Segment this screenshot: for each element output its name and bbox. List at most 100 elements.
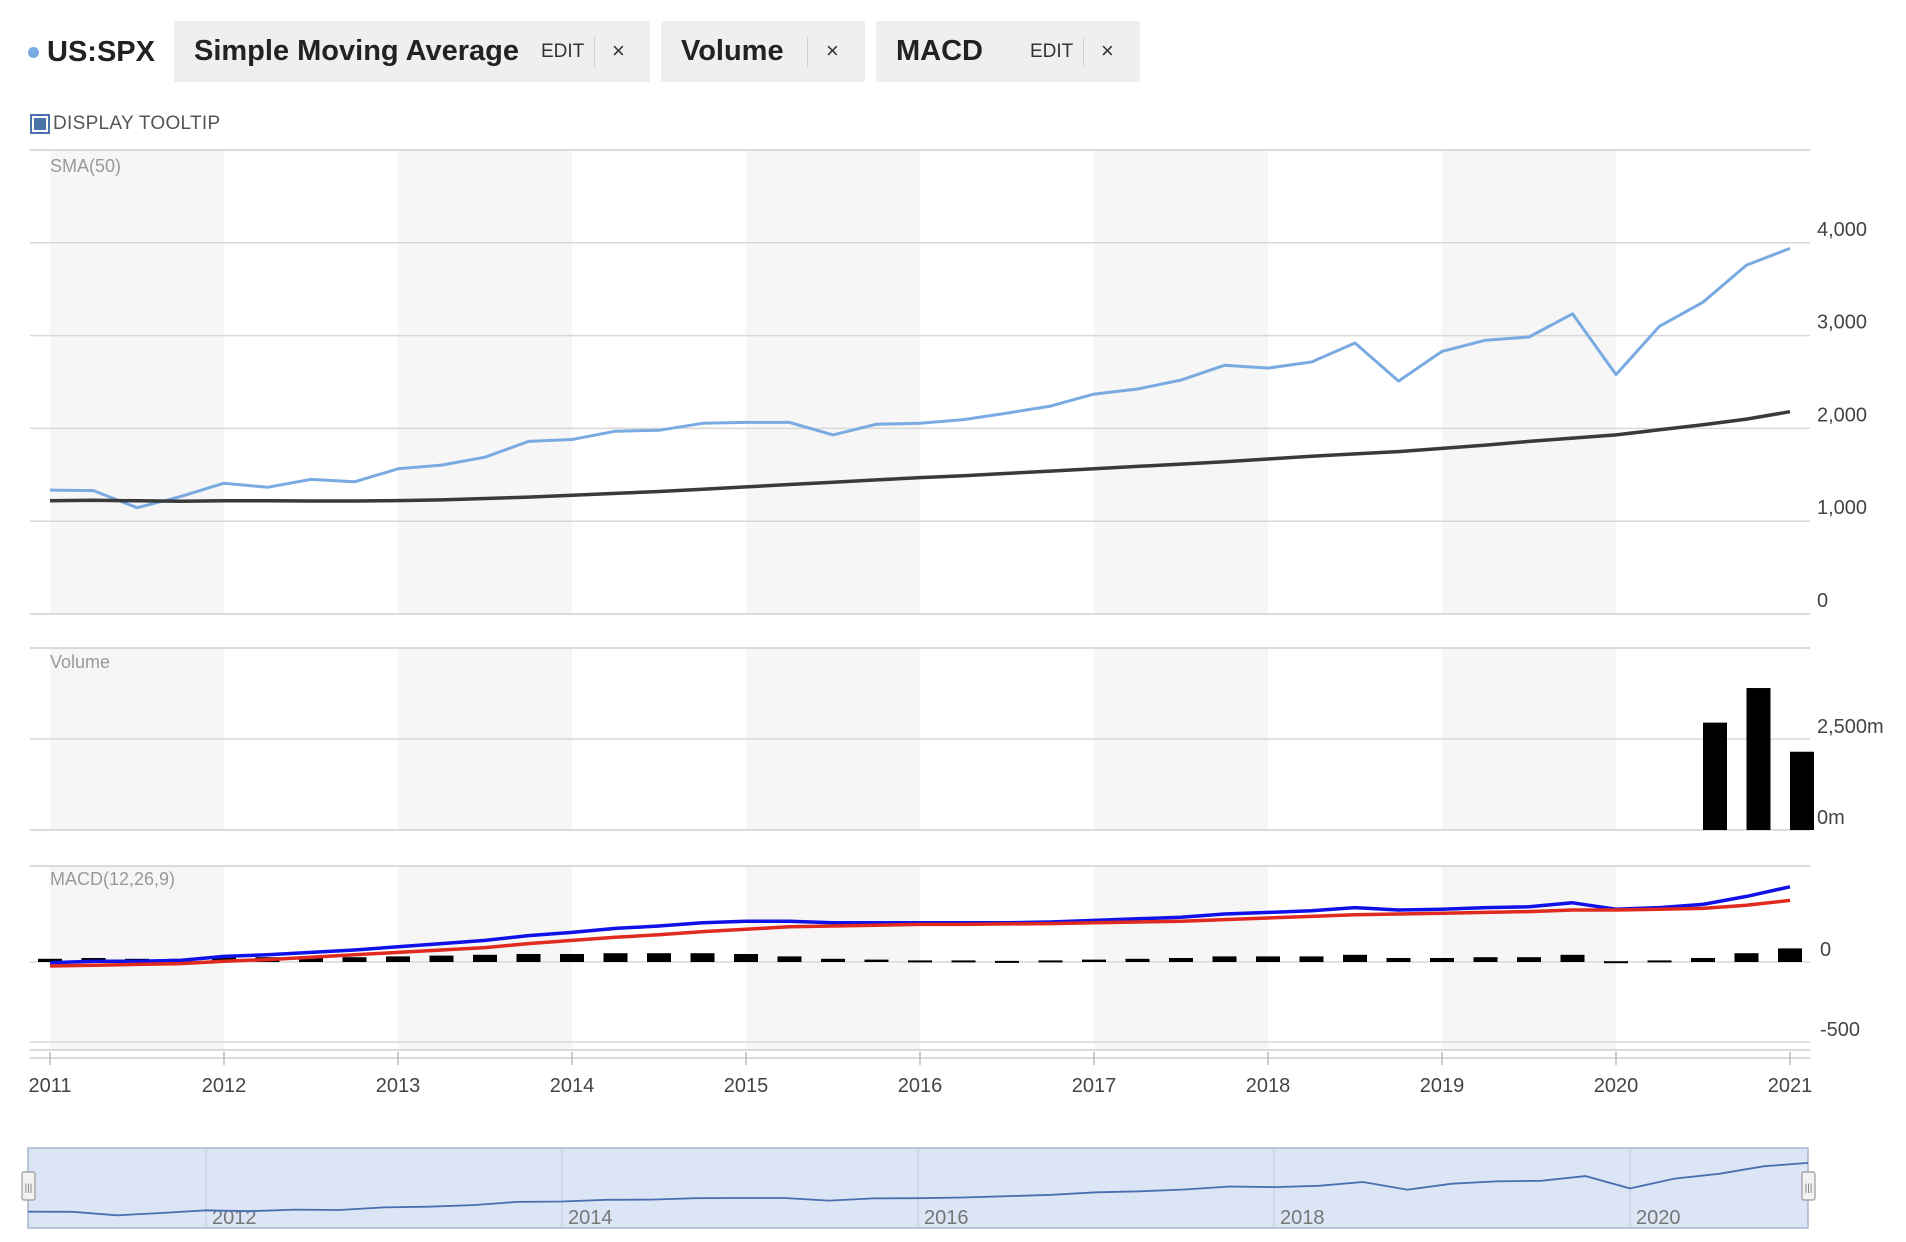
histogram-bar [386,956,410,962]
y-tick-label: 2,500m [1817,716,1884,738]
histogram-bar [1778,948,1802,962]
divider [594,37,595,67]
histogram-bar [690,953,715,962]
x-tick-label: 2017 [1072,1075,1117,1097]
y-tick-label: 4,000 [1817,219,1867,241]
y-tick-label: 0m [1817,807,1845,829]
series-dot-icon [28,47,39,58]
histogram-bar [429,955,454,962]
x-tick-label: 2020 [1594,1075,1639,1097]
year-band [746,866,920,1050]
histogram-bar [647,953,671,962]
sma-line [49,409,1791,503]
volume-y-axis: 0m 2,500m [1817,716,1884,829]
navigator-label: 2012 [212,1207,257,1229]
close-icon[interactable]: × [1101,38,1114,63]
histogram-bar [1299,956,1324,962]
histogram-bar [908,960,932,963]
histogram-bar [951,960,976,963]
x-tick-label: 2019 [1420,1075,1465,1097]
navigator-label: 2014 [568,1207,613,1229]
navigator-label: 2016 [924,1207,969,1229]
close-icon[interactable]: × [826,38,839,63]
histogram-bar [473,954,497,962]
year-band [398,150,572,614]
histogram-bar [1082,959,1106,962]
volume-bar [1703,722,1727,830]
x-tick-label: 2021 [1768,1075,1813,1097]
signal-line [49,898,1791,968]
macd-y-axis: -500 0 [1820,939,1860,1041]
grip-icon: ||| [1805,1183,1813,1194]
x-tick-label: 2014 [550,1075,595,1097]
year-band [1094,150,1268,614]
histogram-bar [1430,958,1454,962]
volume-bar [1746,688,1771,830]
x-tick-label: 2013 [376,1075,421,1097]
price-pane [49,246,1791,510]
grip-icon: ||| [25,1183,33,1194]
histogram-bar [1560,954,1585,962]
histogram-bar [1125,958,1150,962]
volume-bar [1790,751,1814,830]
histogram-bar [1038,960,1063,963]
navigator-label: 2018 [1280,1207,1325,1229]
histogram-bar [516,954,541,962]
x-axis: 2011 2012 2013 2014 2015 2016 2017 2018 2019 2020… [28,1052,1812,1097]
indicator-name: MACD [896,35,983,67]
histogram-bar [38,958,62,962]
x-tick-label: 2016 [898,1075,943,1097]
ticker-legend[interactable]: US:SPX [28,36,155,69]
edit-button[interactable]: EDIT [541,41,585,62]
histogram-bar [1647,960,1672,963]
histogram-bar [1212,956,1237,962]
navigator-right-handle[interactable] [1801,1171,1816,1201]
display-tooltip-label: DISPLAY TOOLTIP [53,113,221,134]
macd-pane-label: MACD(12,26,9) [50,869,175,889]
sma-y-axis: 0 1,000 2,000 3,000 4,000 [1817,219,1867,612]
indicator-tab-sma[interactable]: Simple Moving Average EDIT × [174,21,650,82]
macd-pane [38,885,1802,968]
histogram-bar [864,959,889,962]
navigator-label: 2020 [1636,1207,1681,1229]
histogram-bar [1386,958,1411,962]
x-tick-label: 2018 [1246,1075,1291,1097]
histogram-bar [603,953,628,962]
indicator-name: Simple Moving Average [194,35,519,67]
volume-pane-label: Volume [50,652,110,672]
histogram-bar [821,958,845,962]
y-tick-label: 0 [1817,590,1828,612]
histogram-bar [1473,957,1498,962]
histogram-bar [1169,958,1193,962]
navigator-left-handle[interactable] [21,1171,36,1201]
histogram-bar [342,957,367,962]
year-band [1442,150,1616,614]
indicator-tab-macd[interactable]: MACD EDIT × [876,21,1140,82]
sma-pane-label: SMA(50) [50,156,121,176]
close-icon[interactable]: × [612,38,625,63]
histogram-bar [1256,956,1280,962]
indicator-tab-volume[interactable]: Volume × [661,21,865,82]
histogram-bar [299,957,323,962]
histogram-bar [995,960,1019,963]
indicator-name: Volume [681,35,784,67]
y-tick-label: 2,000 [1817,404,1867,426]
ticker-label: US:SPX [47,36,155,68]
x-tick-label: 2011 [28,1075,71,1097]
y-tick-label: -500 [1820,1019,1860,1041]
histogram-bar [1517,957,1541,962]
navigator[interactable]: 2012 2014 2016 2018 2020 ||| ||| [21,1147,1816,1229]
x-tick-label: 2012 [202,1075,247,1097]
y-tick-label: 0 [1820,939,1831,961]
divider [807,37,808,67]
display-tooltip-toggle[interactable]: DISPLAY TOOLTIP [30,113,220,135]
histogram-bar [1604,961,1628,964]
divider [1083,37,1084,67]
histogram-bar [777,956,802,962]
edit-button[interactable]: EDIT [1030,41,1074,62]
navigator-line [27,1162,1809,1217]
y-tick-label: 1,000 [1817,497,1867,519]
checkbox-icon[interactable] [30,114,50,134]
x-tick-label: 2015 [724,1075,769,1097]
